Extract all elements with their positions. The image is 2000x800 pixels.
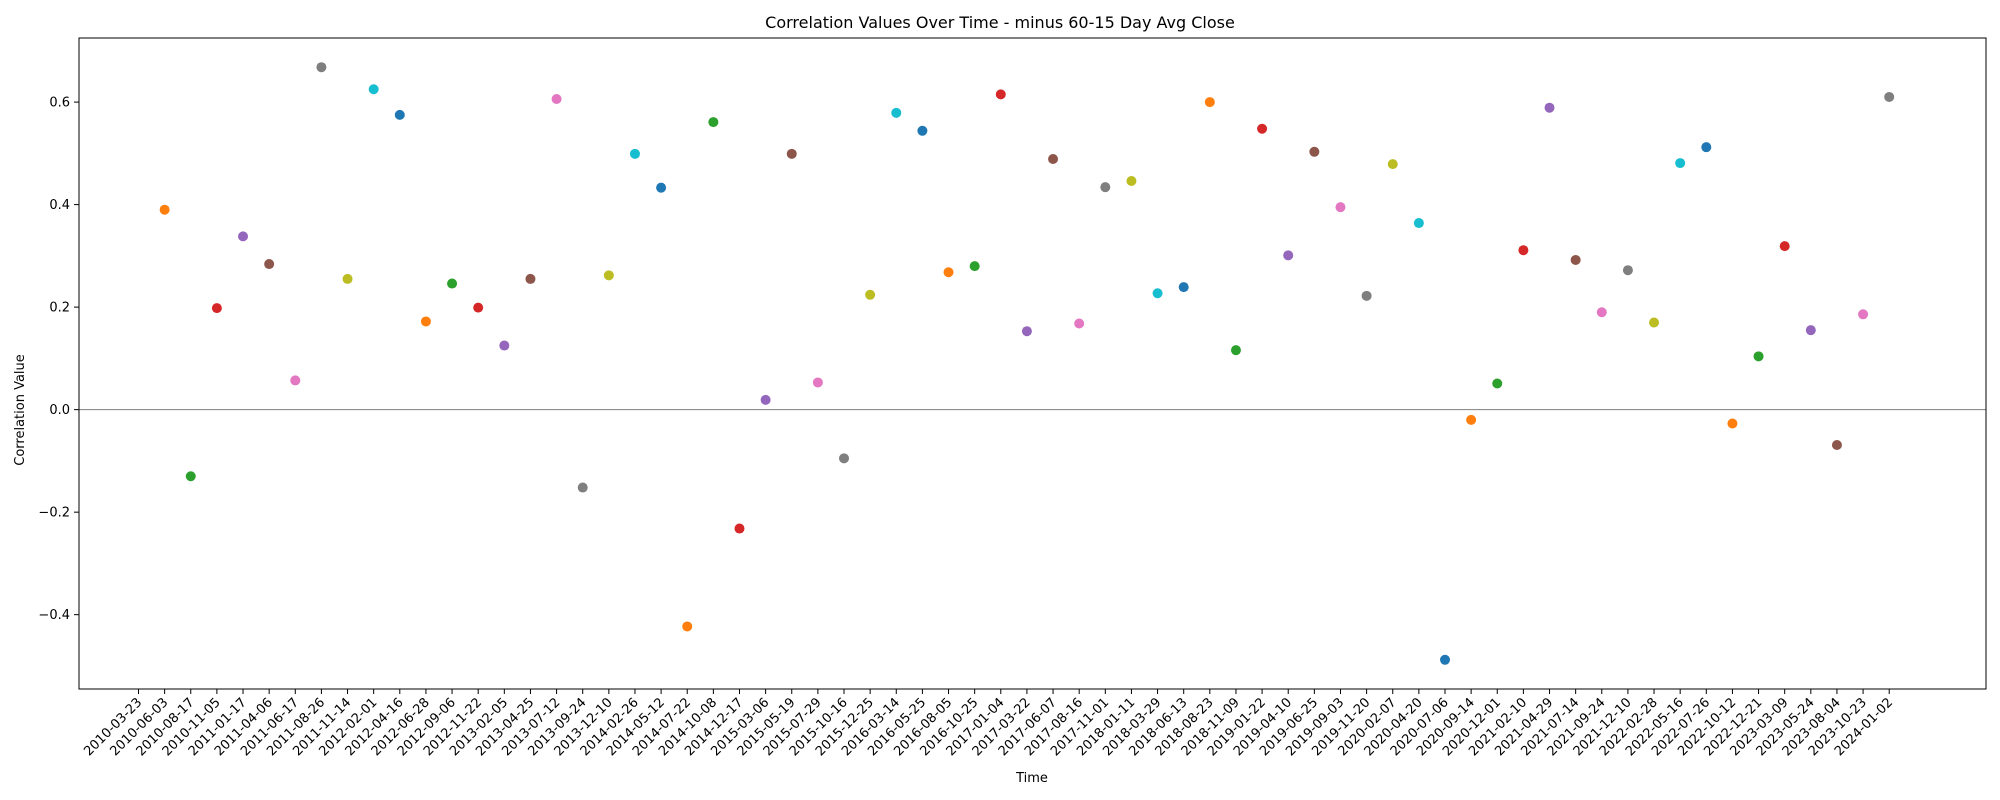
y-tick-label: 0.2 xyxy=(49,301,70,316)
data-point xyxy=(1622,265,1633,276)
data-point xyxy=(1701,142,1712,153)
y-tick-label: 0.4 xyxy=(49,198,70,213)
data-point xyxy=(734,523,745,534)
data-point xyxy=(1021,326,1032,337)
data-point xyxy=(447,278,458,289)
y-tick-label: 0.0 xyxy=(49,403,70,418)
data-point xyxy=(1413,218,1424,229)
data-point xyxy=(1492,378,1503,389)
data-point xyxy=(1100,182,1111,193)
data-point xyxy=(394,109,405,120)
y-tick-label: 0.6 xyxy=(49,96,70,111)
data-point xyxy=(1178,282,1189,293)
data-point xyxy=(577,482,588,493)
data-point xyxy=(1387,159,1398,170)
data-point xyxy=(1309,146,1320,157)
data-point xyxy=(1152,288,1163,299)
x-axis-label: Time xyxy=(1015,771,1048,786)
data-point xyxy=(1831,440,1842,451)
data-point xyxy=(1858,309,1869,320)
data-point xyxy=(1649,317,1660,328)
data-point xyxy=(211,303,222,314)
data-point xyxy=(1126,176,1137,187)
data-point xyxy=(499,340,510,351)
data-point xyxy=(1074,318,1085,329)
chart-title: Correlation Values Over Time - minus 60-… xyxy=(765,13,1235,32)
y-axis-ticks: −0.4 −0.2 0.0 0.2 0.4 0.6 xyxy=(38,96,79,623)
data-point xyxy=(159,204,170,215)
data-points xyxy=(159,62,1895,665)
plot-area-frame xyxy=(78,37,1987,690)
data-point xyxy=(551,93,562,104)
data-point xyxy=(760,394,771,405)
data-point xyxy=(1361,290,1372,301)
x-axis-ticks: 2010-03-232010-06-032010-08-172010-11-05… xyxy=(81,689,1896,759)
data-point xyxy=(969,261,980,272)
y-axis-label: Correlation Value xyxy=(13,354,28,466)
data-point xyxy=(1753,351,1764,362)
data-point xyxy=(1544,102,1555,113)
data-point xyxy=(473,302,484,313)
data-point xyxy=(786,148,797,159)
data-point xyxy=(629,148,640,159)
data-point xyxy=(1335,202,1346,213)
data-point xyxy=(865,289,876,300)
data-point xyxy=(1466,414,1477,425)
data-point xyxy=(290,375,301,386)
data-point xyxy=(264,259,275,270)
y-tick-label: −0.2 xyxy=(38,506,70,521)
data-point xyxy=(238,231,249,242)
data-point xyxy=(1596,307,1607,318)
data-point xyxy=(1570,254,1581,265)
data-point xyxy=(682,621,693,632)
data-point xyxy=(1884,91,1895,102)
data-point xyxy=(1805,325,1816,336)
data-point xyxy=(368,84,379,95)
data-point xyxy=(525,273,536,284)
data-point xyxy=(708,117,719,128)
data-point xyxy=(656,182,667,193)
data-point xyxy=(995,89,1006,100)
data-point xyxy=(917,125,928,136)
y-tick-label: −0.4 xyxy=(38,608,70,623)
data-point xyxy=(891,107,902,118)
data-point xyxy=(1440,654,1450,665)
data-point xyxy=(1204,97,1215,108)
data-point xyxy=(1518,245,1529,256)
data-point xyxy=(943,267,954,278)
data-point xyxy=(1675,158,1686,169)
data-point xyxy=(1779,241,1790,252)
data-point xyxy=(1257,123,1268,134)
data-point xyxy=(1283,250,1294,261)
data-point xyxy=(342,273,353,284)
data-point xyxy=(420,316,431,327)
data-point xyxy=(812,377,823,388)
data-point xyxy=(839,453,850,464)
data-point xyxy=(185,471,196,482)
data-point xyxy=(603,270,614,281)
data-point xyxy=(1048,153,1059,164)
data-point xyxy=(1230,345,1241,356)
data-point xyxy=(316,62,327,73)
data-point xyxy=(1727,418,1738,429)
